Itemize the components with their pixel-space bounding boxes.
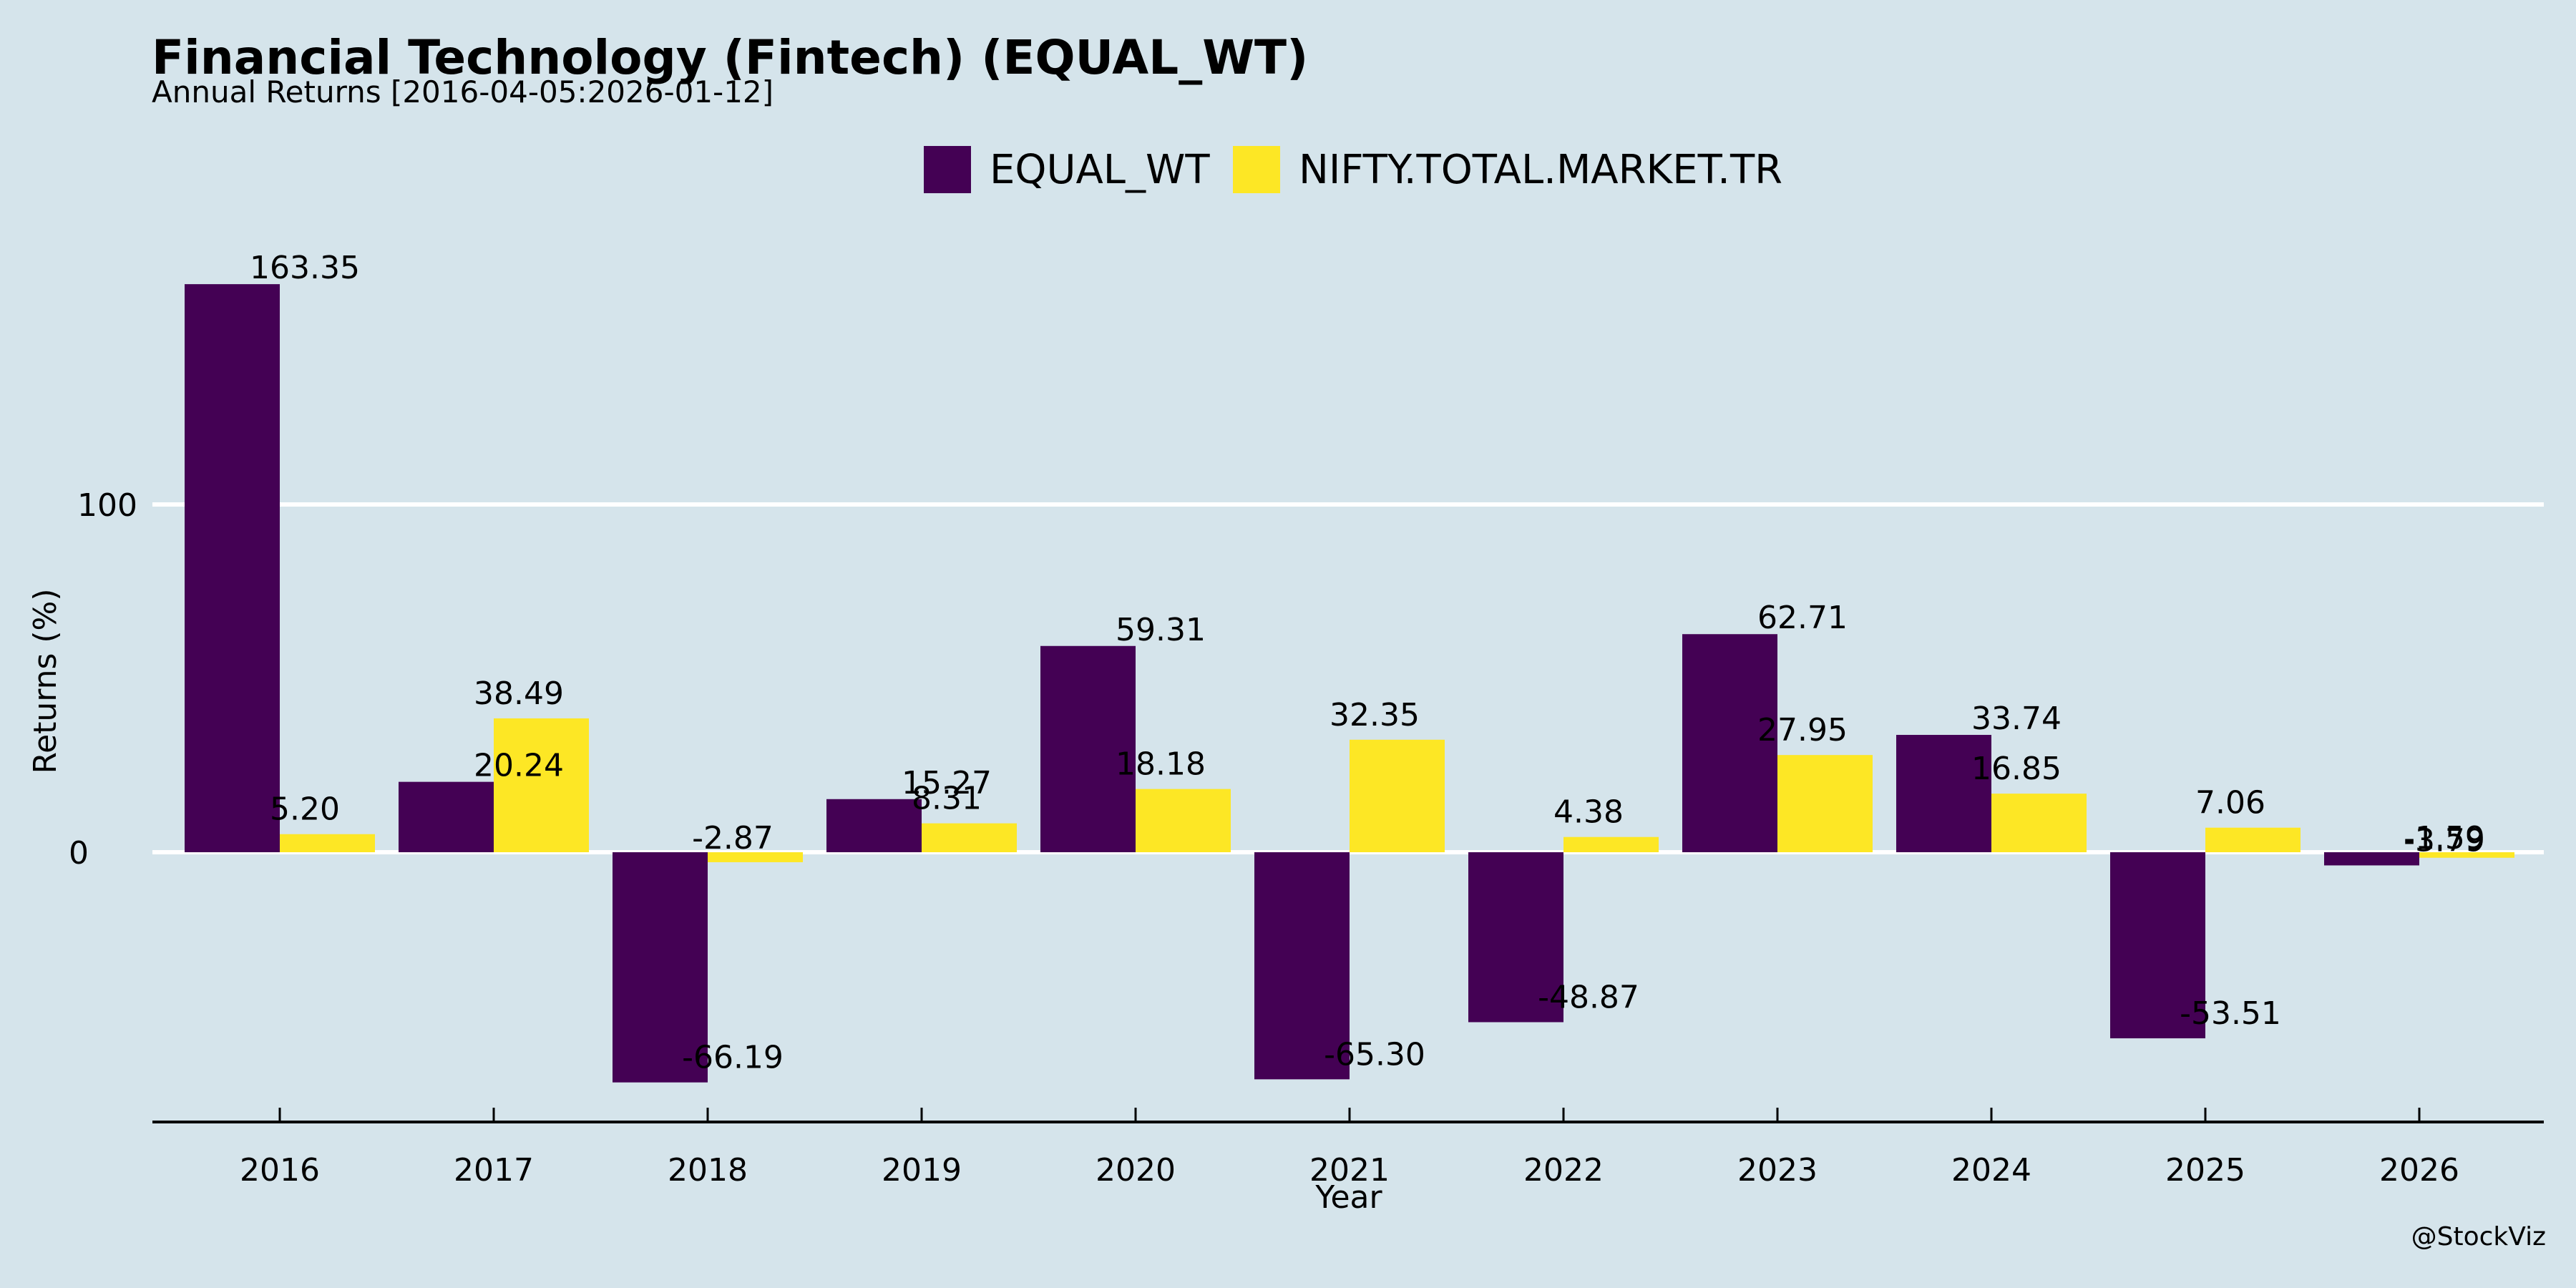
y-axis-title: Returns (%)	[27, 588, 64, 774]
x-tick-label: 2019	[882, 1152, 962, 1189]
data-label: 20.24	[474, 748, 564, 784]
bar-nifty-total-market-tr-2019	[922, 823, 1017, 852]
bar-equal-wt-2024	[1896, 735, 1991, 852]
x-tick-label: 2021	[1309, 1152, 1390, 1189]
bar-equal-wt-2023	[1682, 634, 1777, 852]
data-label: -3.79	[2404, 822, 2485, 859]
bar-equal-wt-2026	[2324, 852, 2419, 866]
data-label: 62.71	[1757, 600, 1848, 636]
data-label: -2.87	[692, 820, 774, 857]
credit-text: @StockViz	[2411, 1222, 2546, 1252]
bar-equal-wt-2019	[826, 799, 922, 852]
bar-nifty-total-market-tr-2024	[1991, 794, 2087, 852]
bar-nifty-total-market-tr-2026	[2419, 852, 2514, 858]
legend-swatch-1	[1233, 146, 1280, 193]
data-label: 7.06	[2195, 785, 2265, 821]
data-label: -48.87	[1538, 980, 1639, 1016]
y-tick-label: 100	[77, 487, 137, 524]
bar-equal-wt-2016	[185, 284, 280, 852]
data-label: 18.18	[1116, 746, 1206, 783]
bar-equal-wt-2022	[1468, 852, 1563, 1023]
x-tick-label: 2025	[2165, 1152, 2245, 1189]
bar-nifty-total-market-tr-2025	[2205, 827, 2301, 852]
bar-nifty-total-market-tr-2017	[494, 718, 589, 852]
x-axis-title: Year	[1314, 1179, 1382, 1216]
data-label: 38.49	[474, 675, 564, 712]
bars	[185, 284, 2514, 1083]
x-tick-label: 2023	[1737, 1152, 1818, 1189]
bar-nifty-total-market-tr-2020	[1136, 789, 1231, 852]
bar-nifty-total-market-tr-2022	[1563, 836, 1659, 852]
legend-label: NIFTY.TOTAL.MARKET.TR	[1299, 147, 1782, 193]
chart-title: Financial Technology (Fintech) (EQUAL_WT…	[152, 30, 1309, 85]
bar-nifty-total-market-tr-2016	[280, 834, 375, 852]
bar-equal-wt-2025	[2110, 852, 2205, 1039]
data-label: 32.35	[1330, 697, 1420, 733]
x-tick-label: 2020	[1096, 1152, 1176, 1189]
data-label: -66.19	[682, 1040, 784, 1076]
data-label: 4.38	[1553, 794, 1624, 831]
x-tick-label: 2026	[2379, 1152, 2459, 1189]
data-label: 5.20	[270, 791, 340, 828]
x-tick-label: 2024	[1951, 1152, 2031, 1189]
data-label: 59.31	[1116, 612, 1206, 648]
data-label: 27.95	[1757, 712, 1848, 748]
bar-nifty-total-market-tr-2023	[1777, 755, 1873, 852]
data-label: -65.30	[1324, 1036, 1425, 1073]
legend: EQUAL_WT NIFTY.TOTAL.MARKET.TR	[924, 146, 1782, 193]
data-label: 33.74	[1971, 701, 2062, 737]
bar-equal-wt-2018	[613, 852, 708, 1083]
bar-equal-wt-2021	[1254, 852, 1350, 1080]
data-label: -53.51	[2180, 995, 2281, 1032]
x-tick-label: 2022	[1523, 1152, 1604, 1189]
x-tick-label: 2018	[668, 1152, 748, 1189]
legend-label: EQUAL_WT	[990, 147, 1210, 193]
data-label: -1.59	[2404, 820, 2485, 857]
y-axis: 0 100	[69, 487, 137, 872]
data-label: 16.85	[1971, 751, 2062, 787]
data-label: 163.35	[250, 250, 360, 286]
y-tick-label: 0	[69, 835, 89, 872]
x-axis: 2016 2017 2018 2019 2020 2021 2022 2023 2024 2025…	[152, 1108, 2544, 1189]
chart-subtitle: Annual Returns [2016-04-05:2026-01-12]	[152, 74, 774, 109]
x-tick-label: 2017	[454, 1152, 534, 1189]
data-label: 15.27	[902, 765, 992, 801]
bar-equal-wt-2017	[399, 781, 494, 852]
bar-nifty-total-market-tr-2018	[708, 852, 803, 862]
x-tick-label: 2016	[240, 1152, 320, 1189]
data-labels: 163.35 5.20 20.24 38.49 -66.19 -2.87 15.278.31…	[250, 250, 2485, 1076]
bar-equal-wt-2020	[1040, 645, 1136, 852]
legend-swatch-0	[924, 146, 971, 193]
bar-nifty-total-market-tr-2021	[1350, 739, 1445, 852]
data-label: 8.31	[912, 781, 982, 817]
